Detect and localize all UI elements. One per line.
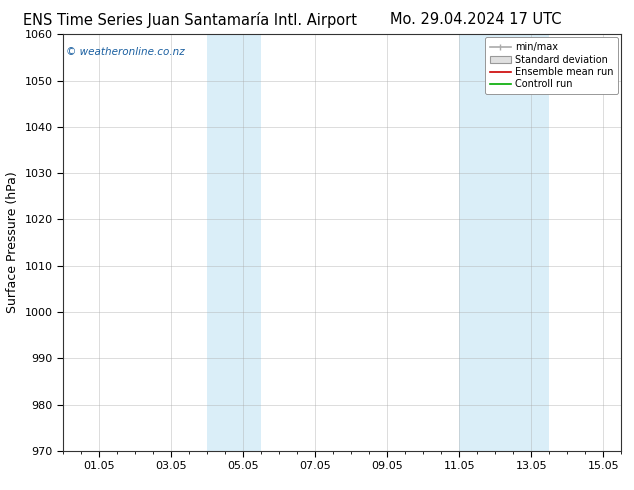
Text: Mo. 29.04.2024 17 UTC: Mo. 29.04.2024 17 UTC bbox=[390, 12, 561, 27]
Bar bbox=[207, 34, 261, 451]
Text: © weatheronline.co.nz: © weatheronline.co.nz bbox=[66, 47, 185, 57]
Text: ENS Time Series Juan Santamaría Intl. Airport: ENS Time Series Juan Santamaría Intl. Ai… bbox=[23, 12, 357, 28]
Y-axis label: Surface Pressure (hPa): Surface Pressure (hPa) bbox=[6, 172, 19, 314]
Bar bbox=[460, 34, 549, 451]
Legend: min/max, Standard deviation, Ensemble mean run, Controll run: min/max, Standard deviation, Ensemble me… bbox=[485, 37, 618, 94]
